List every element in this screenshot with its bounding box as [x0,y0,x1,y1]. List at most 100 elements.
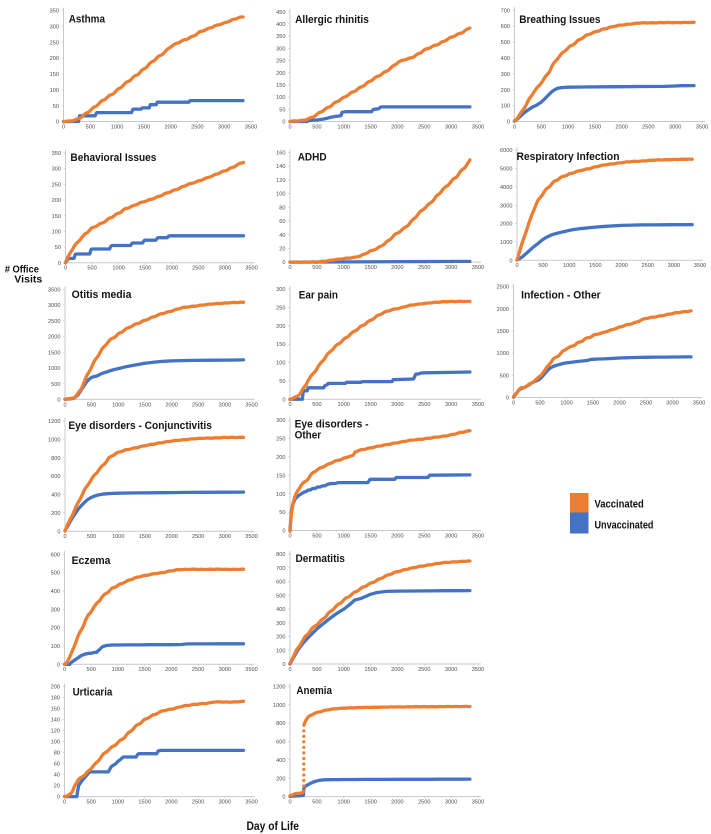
svg-text:2500: 2500 [192,534,204,540]
svg-text:1000: 1000 [563,263,575,269]
svg-text:100: 100 [51,644,60,650]
svg-text:1500: 1500 [139,534,151,540]
svg-text:3500: 3500 [472,124,484,130]
svg-text:400: 400 [51,493,60,499]
svg-text:250: 250 [276,306,285,312]
svg-text:250: 250 [50,40,59,46]
svg-text:3000: 3000 [445,533,457,539]
svg-text:3500: 3500 [694,263,706,269]
svg-text:2500: 2500 [642,124,654,130]
svg-text:Anemia: Anemia [296,685,332,697]
svg-text:2000: 2000 [165,667,177,673]
svg-text:3000: 3000 [219,534,231,540]
svg-text:Eczema: Eczema [72,555,112,567]
svg-text:400: 400 [51,589,60,595]
svg-text:140: 140 [276,164,285,170]
svg-text:400: 400 [276,22,285,28]
svg-text:0: 0 [513,124,516,130]
svg-text:0: 0 [515,263,518,269]
svg-text:0: 0 [63,800,66,806]
svg-text:4000: 4000 [500,185,512,191]
svg-text:500: 500 [87,534,96,540]
svg-text:250: 250 [276,437,285,443]
svg-text:2500: 2500 [418,402,430,408]
svg-text:500: 500 [312,533,321,539]
svg-text:300: 300 [276,418,285,424]
svg-text:200: 200 [276,455,285,461]
svg-text:3000: 3000 [218,124,230,130]
svg-text:1500: 1500 [138,124,150,130]
svg-text:3000: 3000 [445,800,457,806]
svg-text:150: 150 [276,342,285,348]
svg-text:2000: 2000 [48,335,60,341]
svg-text:0: 0 [282,260,285,266]
svg-text:3000: 3000 [219,667,231,673]
svg-text:200: 200 [276,776,285,782]
svg-text:1500: 1500 [364,800,376,806]
svg-text:0: 0 [288,533,291,539]
svg-text:0: 0 [57,795,60,801]
svg-text:1000: 1000 [48,366,60,372]
svg-text:300: 300 [52,167,61,173]
svg-text:1000: 1000 [337,265,349,271]
svg-text:3000: 3000 [445,265,457,271]
svg-text:100: 100 [276,361,285,367]
svg-text:100: 100 [52,230,61,236]
svg-text:1000: 1000 [112,402,124,408]
svg-text:Unvaccinated: Unvaccinated [595,520,654,532]
svg-text:3000: 3000 [500,203,512,209]
svg-text:500: 500 [276,593,285,599]
svg-text:3000: 3000 [666,400,678,406]
svg-text:2000: 2000 [391,533,403,539]
svg-text:2000: 2000 [391,265,403,271]
svg-text:2500: 2500 [191,124,203,130]
svg-text:3500: 3500 [245,402,257,408]
svg-text:2500: 2500 [418,124,430,130]
svg-text:800: 800 [276,552,285,558]
svg-text:140: 140 [51,718,60,724]
svg-text:0: 0 [63,402,66,408]
svg-text:3500: 3500 [245,266,257,272]
svg-text:500: 500 [312,124,321,130]
svg-text:500: 500 [312,402,321,408]
svg-text:1000: 1000 [500,240,512,246]
svg-text:3500: 3500 [472,667,484,673]
svg-text:3000: 3000 [669,124,681,130]
svg-text:1000: 1000 [48,437,60,443]
svg-text:0: 0 [57,398,60,404]
svg-text:1000: 1000 [337,402,349,408]
svg-text:1500: 1500 [138,800,150,806]
svg-text:1500: 1500 [139,402,151,408]
svg-text:600: 600 [51,552,60,558]
svg-text:3500: 3500 [693,400,705,406]
svg-text:100: 100 [276,95,285,101]
svg-text:3000: 3000 [668,263,680,269]
svg-text:3000: 3000 [219,402,231,408]
svg-text:500: 500 [87,667,96,673]
svg-text:2500: 2500 [192,402,204,408]
svg-text:500: 500 [312,265,321,271]
svg-text:600: 600 [51,474,60,480]
svg-text:0: 0 [509,258,512,264]
svg-text:500: 500 [87,402,96,408]
svg-text:300: 300 [276,287,285,293]
svg-text:3500: 3500 [472,533,484,539]
svg-text:500: 500 [87,266,96,272]
svg-text:Vaccinated: Vaccinated [595,499,644,511]
svg-text:1500: 1500 [138,667,150,673]
svg-text:3000: 3000 [445,124,457,130]
svg-text:1000: 1000 [562,124,574,130]
svg-text:350: 350 [276,34,285,40]
svg-text:Otitis media: Otitis media [72,289,133,301]
svg-text:150: 150 [276,83,285,89]
svg-text:3000: 3000 [219,800,231,806]
svg-text:600: 600 [501,24,510,30]
svg-text:0: 0 [288,667,291,673]
svg-text:500: 500 [87,800,96,806]
svg-text:0: 0 [63,667,66,673]
svg-text:2500: 2500 [418,265,430,271]
svg-text:Urticaria: Urticaria [73,686,114,698]
svg-text:6000: 6000 [500,148,512,154]
svg-text:2500: 2500 [418,533,430,539]
svg-text:500: 500 [312,667,321,673]
